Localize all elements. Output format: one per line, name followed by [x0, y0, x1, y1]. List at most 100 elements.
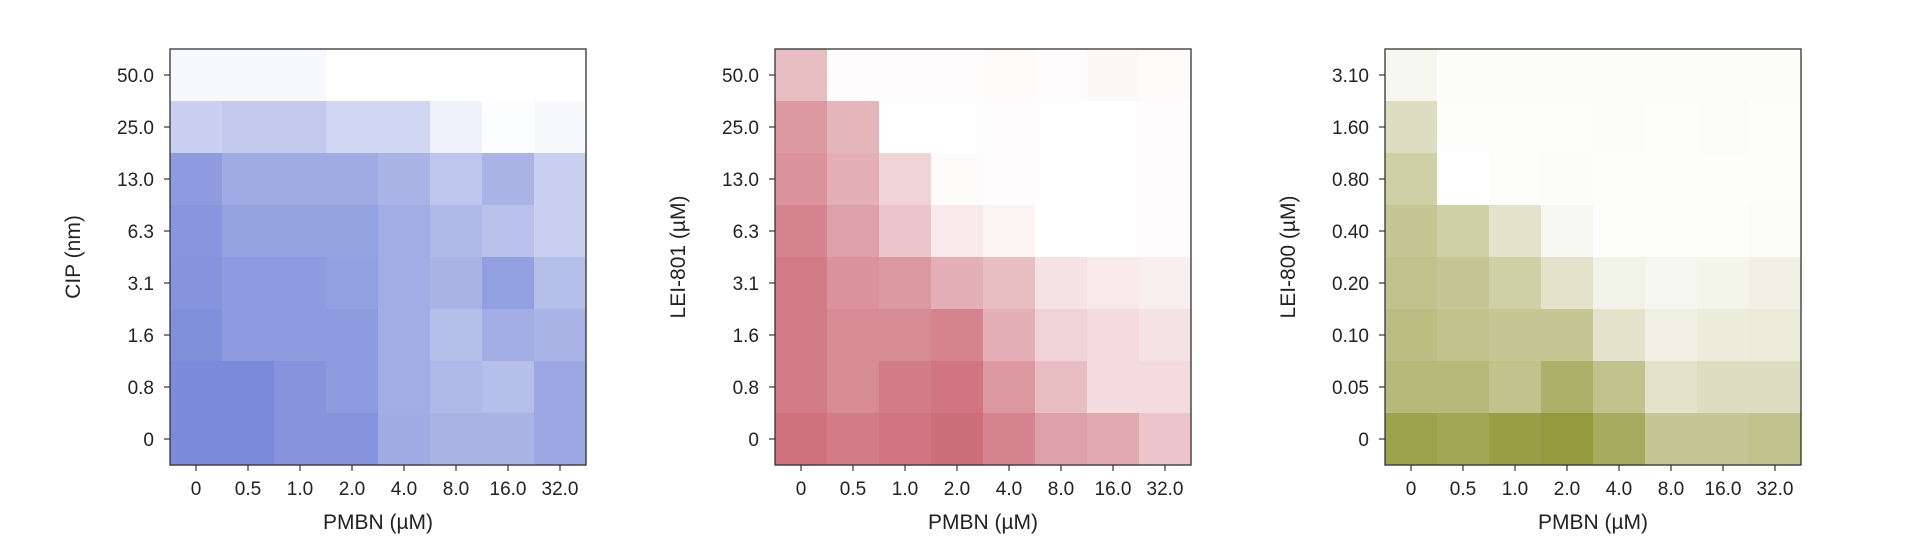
heatmap-cell: [1139, 49, 1192, 102]
heatmap-cell: [1697, 413, 1750, 466]
heatmap-cell: [983, 413, 1036, 466]
y-tick-label: 0.8: [733, 378, 759, 399]
heatmap-cell: [170, 413, 223, 466]
heatmap-cell: [222, 413, 275, 466]
y-tick-label: 13.0: [722, 170, 759, 191]
x-tick-label: 2.0: [1554, 479, 1580, 500]
heatmap-cell: [326, 153, 379, 206]
heatmap-cell: [378, 205, 431, 258]
heatmap-cell: [775, 257, 828, 310]
x-tick-label: 32.0: [1757, 479, 1794, 500]
y-tick-label: 6.3: [733, 222, 759, 243]
y-tick-label: 50.0: [117, 66, 154, 87]
heatmap-cell: [378, 413, 431, 466]
heatmap-cell: [170, 257, 223, 310]
heatmap-cell: [1749, 309, 1802, 362]
heatmap-cell: [775, 309, 828, 362]
heatmap-cell: [430, 361, 483, 414]
heatmap-cell: [1541, 361, 1594, 414]
heatmap-cell: [274, 153, 327, 206]
y-tick-label: 0: [1358, 430, 1369, 451]
heatmap-cell: [378, 309, 431, 362]
heatmap-cell: [482, 205, 535, 258]
heatmap-cell: [1139, 361, 1192, 414]
heatmap-cell: [1697, 361, 1750, 414]
heatmap-cell: [1385, 413, 1438, 466]
x-tick-label: 8.0: [443, 479, 469, 500]
heatmap-cell: [1385, 309, 1438, 362]
heatmap-cell: [1087, 413, 1140, 466]
heatmap-cell: [1385, 257, 1438, 310]
heatmap-cell: [775, 413, 828, 466]
x-tick-label: 1.0: [892, 479, 918, 500]
heatmap-panel: 0 0.5 1.0 2.0 4.0 8.0 16.0 32.0 50.0 25.0 13.0 6.3 3…: [62, 48, 587, 534]
heatmap-cell: [222, 309, 275, 362]
heatmap-cell: [931, 257, 984, 310]
heatmap-cell: [775, 361, 828, 414]
heatmap-cell: [326, 49, 379, 102]
heatmap-cell: [534, 205, 587, 258]
heatmap-cell: [1697, 309, 1750, 362]
heatmap-cell: [931, 205, 984, 258]
y-tick-label: 3.1: [733, 274, 759, 295]
heatmap-cell: [274, 361, 327, 414]
heatmap-cell: [1489, 361, 1542, 414]
y-tick-label: 0.40: [1332, 222, 1369, 243]
heatmap-cell: [170, 49, 223, 102]
heatmap-cell: [482, 153, 535, 206]
heatmap-cell: [775, 101, 828, 154]
x-axis-title: PMBN (µM): [928, 511, 1038, 534]
x-tick-label: 1.0: [287, 479, 313, 500]
heatmap-cell: [274, 257, 327, 310]
heatmap-cell: [1593, 257, 1646, 310]
heatmap-cell: [326, 361, 379, 414]
heatmap-cell: [170, 361, 223, 414]
heatmap-cell: [1087, 101, 1140, 154]
heatmap-cell: [1593, 413, 1646, 466]
heatmap-cell: [534, 309, 587, 362]
heatmap-cell: [1645, 361, 1698, 414]
heatmap-cell: [326, 309, 379, 362]
heatmap-cell: [430, 309, 483, 362]
heatmap-cell: [775, 153, 828, 206]
heatmap-cell: [482, 309, 535, 362]
y-tick-label: 3.1: [128, 274, 154, 295]
heatmap-cell: [1385, 361, 1438, 414]
heatmap-cell: [1385, 205, 1438, 258]
heatmap-cell: [879, 361, 932, 414]
heatmap-cell: [983, 205, 1036, 258]
heatmap-cell: [326, 205, 379, 258]
heatmap-cell: [1749, 49, 1802, 102]
heatmap-cell: [1489, 309, 1542, 362]
heatmap-cell: [1489, 205, 1542, 258]
x-tick-label: 0: [1406, 479, 1417, 500]
heatmap-cell: [827, 413, 880, 466]
heatmap-cell: [1035, 205, 1088, 258]
heatmap-cell: [222, 153, 275, 206]
heatmap-cell: [827, 257, 880, 310]
heatmap-cell: [378, 257, 431, 310]
heatmap-cell: [827, 153, 880, 206]
heatmap-cell: [827, 205, 880, 258]
heatmap-cell: [222, 257, 275, 310]
heatmap-cell: [879, 413, 932, 466]
heatmap-cell: [983, 153, 1036, 206]
x-axis-title: PMBN (µM): [323, 511, 433, 534]
heatmap-cell: [983, 49, 1036, 102]
plot-frame: [169, 48, 587, 466]
heatmap-cell: [1035, 309, 1088, 362]
y-tick-label: 0.80: [1332, 170, 1369, 191]
heatmap-cell: [1489, 413, 1542, 466]
heatmap-cell: [482, 257, 535, 310]
y-tick-label: 3.10: [1332, 66, 1369, 87]
x-tick-label: 2.0: [339, 479, 365, 500]
heatmap-cell: [1541, 205, 1594, 258]
heatmap-panel: 0 0.5 1.0 2.0 4.0 8.0 16.0 32.0 50.0 25.0 13.0 6.3 3…: [667, 48, 1192, 534]
heatmap-cell: [378, 101, 431, 154]
x-tick-label: 1.0: [1502, 479, 1528, 500]
heatmap-cell: [1749, 257, 1802, 310]
heatmap-cell: [1541, 257, 1594, 310]
heatmap-cell: [931, 413, 984, 466]
heatmap-panel: 0 0.5 1.0 2.0 4.0 8.0 16.0 32.0 3.10 1.60 0.80 0.40…: [1277, 48, 1802, 534]
